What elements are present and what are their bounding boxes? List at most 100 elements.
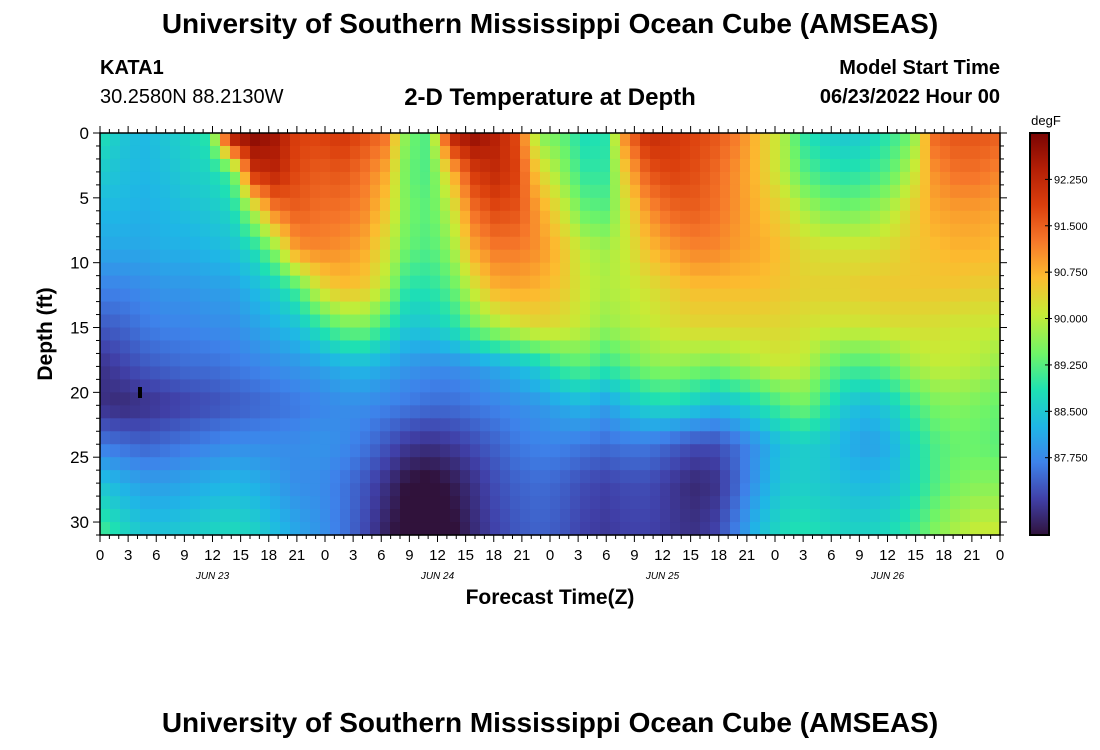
heatmap-cell	[880, 418, 891, 432]
heatmap-cell	[150, 418, 161, 432]
heatmap-cell	[630, 262, 641, 277]
heatmap-cell	[830, 353, 841, 368]
heatmap-cell	[380, 145, 391, 160]
heatmap-cell	[620, 366, 631, 380]
heatmap-cell	[260, 223, 271, 238]
heatmap-cell	[930, 340, 941, 355]
heatmap-cell	[400, 366, 411, 380]
heatmap-cell	[660, 223, 671, 238]
heatmap-cell	[330, 275, 341, 290]
heatmap-cell	[240, 366, 251, 380]
heatmap-cell	[350, 184, 361, 199]
heatmap-cell	[730, 262, 741, 277]
heatmap-cell	[410, 158, 421, 173]
heatmap-cell	[990, 301, 1001, 316]
heatmap-cell	[280, 457, 291, 471]
heatmap-cell	[320, 379, 331, 393]
heatmap-cell	[410, 275, 421, 290]
heatmap-cell	[960, 509, 971, 523]
heatmap-cell	[440, 223, 451, 238]
heatmap-cell	[120, 210, 131, 225]
heatmap-cell	[970, 444, 981, 458]
heatmap-cell	[260, 275, 271, 290]
heatmap-cell	[720, 340, 731, 355]
heatmap-cell	[420, 158, 431, 173]
heatmap-cell	[700, 444, 711, 458]
heatmap-cell	[990, 210, 1001, 225]
heatmap-cell	[210, 522, 221, 536]
heatmap-cell	[470, 522, 481, 536]
heatmap-cell	[640, 418, 651, 432]
heatmap-cell	[790, 457, 801, 471]
heatmap-cell	[230, 522, 241, 536]
heatmap-cell	[340, 210, 351, 225]
heatmap-cell	[610, 457, 621, 471]
heatmap-cell	[300, 418, 311, 432]
heatmap-cell	[770, 249, 781, 264]
heatmap-cell	[120, 236, 131, 251]
heatmap-cell	[180, 444, 191, 458]
heatmap-cell	[120, 158, 131, 173]
heatmap-cell	[270, 171, 281, 186]
heatmap-cell	[610, 483, 621, 497]
heatmap-cell	[460, 301, 471, 316]
heatmap-cell	[930, 379, 941, 393]
heatmap-cell	[440, 288, 451, 303]
heatmap-cell	[790, 197, 801, 212]
heatmap-cell	[490, 314, 501, 329]
heatmap-cell	[610, 145, 621, 160]
heatmap-cell	[990, 431, 1001, 445]
heatmap-cell	[330, 418, 341, 432]
heatmap-cell	[260, 340, 271, 355]
heatmap-cell	[950, 184, 961, 199]
heatmap-cell	[170, 444, 181, 458]
heatmap-cell	[410, 288, 421, 303]
heatmap-cell	[920, 275, 931, 290]
heatmap-cell	[230, 327, 241, 342]
heatmap-cell	[880, 314, 891, 329]
heatmap-cell	[110, 379, 121, 393]
heatmap-cell	[130, 133, 141, 147]
heatmap-cell	[450, 366, 461, 380]
heatmap-cell	[380, 444, 391, 458]
heatmap-cell	[430, 509, 441, 523]
heatmap-cell	[910, 392, 921, 406]
heatmap-cell	[840, 223, 851, 238]
heatmap-cell	[130, 470, 141, 484]
heatmap-cell	[290, 249, 301, 264]
heatmap-cell	[950, 444, 961, 458]
heatmap-cell	[730, 301, 741, 316]
heatmap-cell	[420, 145, 431, 160]
heatmap-cell	[270, 184, 281, 199]
heatmap-cell	[380, 223, 391, 238]
heatmap-cell	[750, 133, 761, 147]
heatmap-cell	[390, 288, 401, 303]
heatmap-cell	[180, 340, 191, 355]
heatmap-cell	[800, 275, 811, 290]
heatmap-cell	[590, 262, 601, 277]
heatmap-cell	[150, 314, 161, 329]
heatmap-cell	[550, 405, 561, 419]
heatmap-cell	[880, 249, 891, 264]
heatmap-cell	[500, 379, 511, 393]
heatmap-cell	[170, 327, 181, 342]
heatmap-cell	[780, 353, 791, 368]
heatmap-cell	[530, 509, 541, 523]
heatmap-cell	[980, 379, 991, 393]
heatmap-cell	[500, 483, 511, 497]
heatmap-cell	[860, 509, 871, 523]
heatmap-cell	[550, 301, 561, 316]
heatmap-cell	[820, 275, 831, 290]
heatmap-cell	[880, 444, 891, 458]
heatmap-cell	[150, 145, 161, 160]
heatmap-cell	[350, 366, 361, 380]
heatmap-cell	[870, 379, 881, 393]
heatmap-cell	[720, 392, 731, 406]
heatmap-cell	[970, 275, 981, 290]
heatmap-cell	[630, 145, 641, 160]
heatmap-cell	[570, 262, 581, 277]
heatmap-cell	[520, 470, 531, 484]
heatmap-cell	[160, 158, 171, 173]
heatmap-cell	[530, 158, 541, 173]
heatmap-cell	[410, 145, 421, 160]
